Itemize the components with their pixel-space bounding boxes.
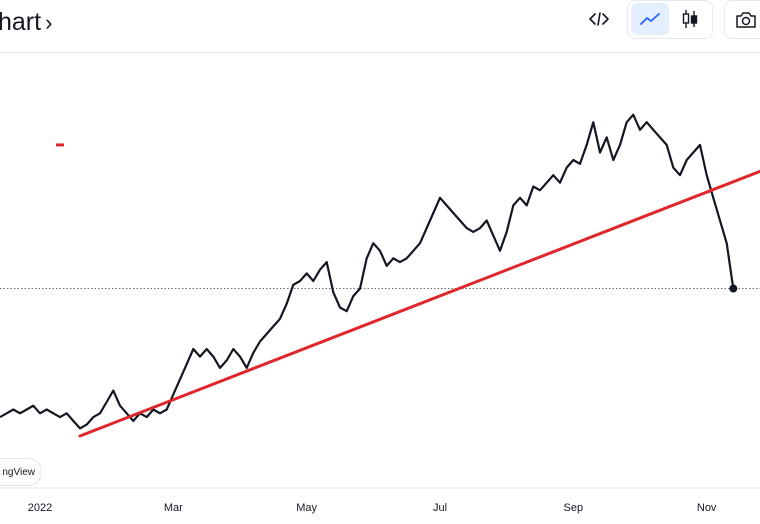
embed-button[interactable]	[580, 3, 618, 35]
x-tick-label-mar: Mar	[164, 502, 183, 514]
tradingview-logo[interactable]: ngView	[0, 458, 42, 486]
chart-style-group	[627, 0, 713, 39]
chart-header: hart ›	[0, 0, 760, 53]
line-chart-icon	[640, 13, 660, 25]
code-icon	[589, 12, 609, 26]
camera-icon	[736, 12, 756, 28]
x-tick-label-sep: Sep	[564, 502, 584, 514]
price-series-line	[0, 113, 735, 430]
x-tick-label-nov: Nov	[697, 502, 717, 514]
line-chart-button[interactable]	[631, 3, 669, 35]
screenshot-button[interactable]	[724, 0, 760, 39]
x-tick-label-2022: 2022	[28, 502, 52, 514]
candlestick-button[interactable]	[671, 3, 709, 35]
candlestick-icon	[682, 10, 698, 28]
chart-title[interactable]: hart ›	[0, 4, 52, 40]
x-tick-label-may: May	[296, 502, 317, 514]
x-tick-label-jul: Jul	[433, 502, 447, 514]
chart-title-text: hart	[0, 8, 42, 36]
tradingview-logo-text: ngView	[2, 467, 35, 478]
price-chart[interactable]: 2022 Mar May Jul Sep Nov	[0, 52, 760, 524]
last-price-point	[729, 284, 738, 293]
trend-line	[78, 169, 760, 438]
chevron-right-icon: ›	[45, 10, 53, 35]
